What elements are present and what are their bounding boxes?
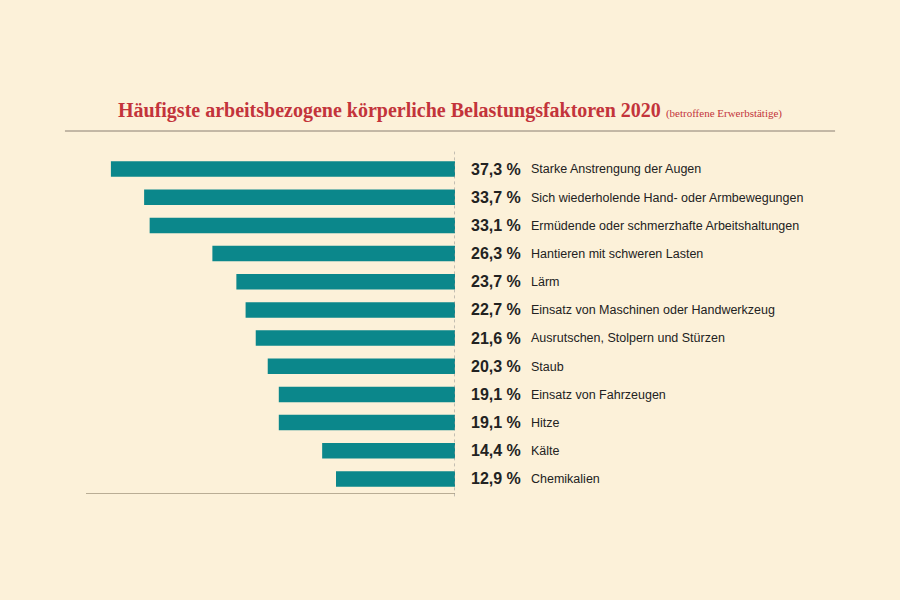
svg-text:Ausrutschen, Stolpern und Stür: Ausrutschen, Stolpern und Stürzen	[531, 331, 725, 345]
svg-text:23,7 %: 23,7 %	[471, 273, 521, 290]
svg-text:Chemikalien: Chemikalien	[531, 472, 600, 486]
svg-text:Sich wiederholende Hand- oder: Sich wiederholende Hand- oder Armbewegun…	[531, 191, 803, 205]
svg-text:19,1 %: 19,1 %	[471, 386, 521, 403]
svg-text:22,7 %: 22,7 %	[471, 301, 521, 318]
svg-text:14,4 %: 14,4 %	[471, 442, 521, 459]
svg-text:12,9 %: 12,9 %	[471, 470, 521, 487]
svg-text:Staub: Staub	[531, 360, 564, 374]
svg-text:20,3 %: 20,3 %	[471, 358, 521, 375]
svg-text:Häufigste arbeitsbezogene körp: Häufigste arbeitsbezogene körperliche Be…	[118, 99, 782, 122]
svg-text:19,1 %: 19,1 %	[471, 414, 521, 431]
svg-text:26,3 %: 26,3 %	[471, 245, 521, 262]
svg-text:33,7 %: 33,7 %	[471, 189, 521, 206]
svg-text:Einsatz von Fahrzeugen: Einsatz von Fahrzeugen	[531, 388, 666, 402]
svg-text:Starke Anstrengung der Augen: Starke Anstrengung der Augen	[531, 162, 701, 176]
svg-text:Ermüdende oder schmerzhafte Ar: Ermüdende oder schmerzhafte Arbeitshaltu…	[531, 219, 799, 233]
svg-text:37,3 %: 37,3 %	[471, 161, 521, 178]
svg-text:Lärm: Lärm	[531, 275, 559, 289]
svg-text:Kälte: Kälte	[531, 444, 560, 458]
svg-text:Einsatz von Maschinen oder Han: Einsatz von Maschinen oder Handwerkzeug	[531, 303, 775, 317]
svg-text:21,6 %: 21,6 %	[471, 330, 521, 347]
svg-text:33,1 %: 33,1 %	[471, 217, 521, 234]
svg-text:Hitze: Hitze	[531, 416, 560, 430]
svg-text:Hantieren mit schweren Lasten: Hantieren mit schweren Lasten	[531, 247, 703, 261]
